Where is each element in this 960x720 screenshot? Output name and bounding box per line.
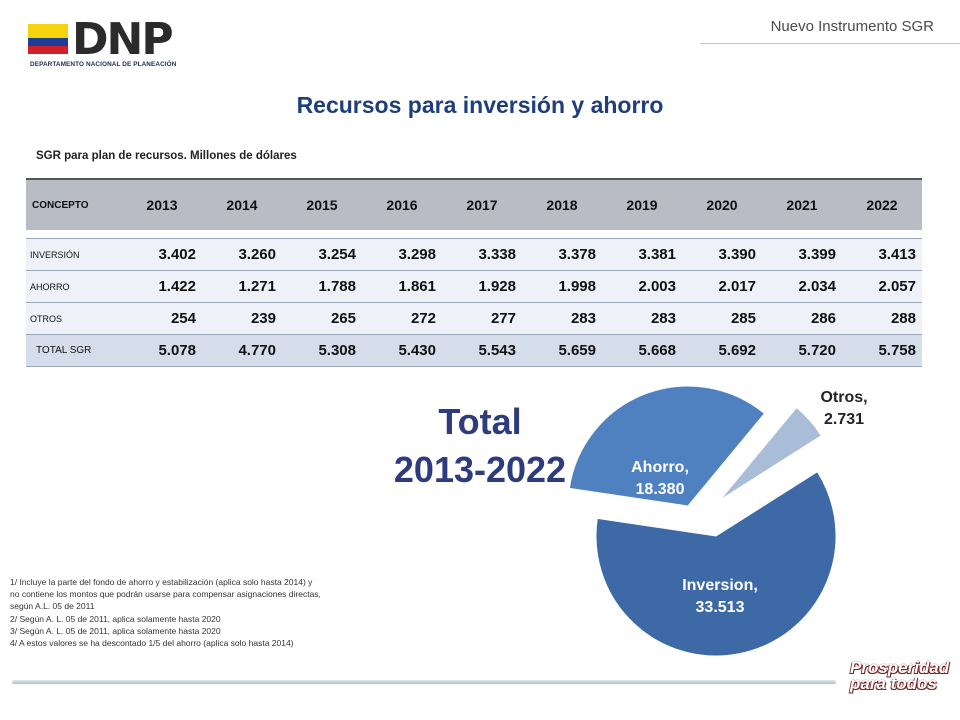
table-cell: 3.399 <box>762 238 842 271</box>
table-cell: 265 <box>282 302 362 335</box>
table-row-total: TOTAL SGR 5.078 4.770 5.308 5.430 5.543 … <box>26 334 922 367</box>
table-cell: 2.003 <box>602 270 682 303</box>
table-cell: 272 <box>362 302 442 335</box>
pie-chart: Inversion, 33.513 Ahorro, 18.380 Otros, 2.731 <box>568 385 868 657</box>
table-cell: 5.758 <box>842 334 922 367</box>
table-row-ahorro: AHORRO 1.422 1.271 1.788 1.861 1.928 1.9… <box>26 270 922 303</box>
table-cell: 1.422 <box>122 270 202 303</box>
table-cell: 2.057 <box>842 270 922 303</box>
prosperidad-logo: Prosperidad para todos <box>850 658 950 693</box>
column-header-year: 2022 <box>842 178 922 230</box>
pie-slice <box>568 385 766 507</box>
column-header-year: 2014 <box>202 178 282 230</box>
table-cell: 2.017 <box>682 270 762 303</box>
table-cell: 239 <box>202 302 282 335</box>
column-header-year: 2021 <box>762 178 842 230</box>
table-cell: 5.659 <box>522 334 602 367</box>
table-cell: 3.381 <box>602 238 682 271</box>
table-cell: 285 <box>682 302 762 335</box>
footnote-line: 4/ A estos valores se ha descontado 1/5 … <box>10 638 294 649</box>
total-period-label: Total 2013-2022 <box>380 398 580 494</box>
total-label-line1: Total <box>438 401 522 442</box>
table-cell: 1.998 <box>522 270 602 303</box>
row-label: OTROS <box>26 302 122 335</box>
table-cell: 1.861 <box>362 270 442 303</box>
table-cell: 277 <box>442 302 522 335</box>
table-cell: 5.668 <box>602 334 682 367</box>
data-table: CONCEPTO 2013 2014 2015 2016 2017 2018 2… <box>26 178 922 367</box>
row-label: AHORRO <box>26 270 122 303</box>
table-cell: 3.298 <box>362 238 442 271</box>
column-header-year: 2015 <box>282 178 362 230</box>
table-cell: 283 <box>522 302 602 335</box>
table-cell: 5.720 <box>762 334 842 367</box>
pie-slice-label: Otros, 2.731 <box>820 389 867 428</box>
slide-title: Recursos para inversión y ahorro <box>296 92 664 118</box>
column-header-year: 2019 <box>602 178 682 230</box>
table-cell: 5.430 <box>362 334 442 367</box>
pie-slice-label: Ahorro, 18.380 <box>631 459 689 498</box>
table-cell: 1.788 <box>282 270 362 303</box>
column-header-concept: CONCEPTO <box>26 178 122 230</box>
footnotes: 1/ Incluye la parte del fondo de ahorro … <box>10 576 430 649</box>
pie-slice <box>595 471 837 657</box>
table-cell: 288 <box>842 302 922 335</box>
table-subtitle: SGR para plan de recursos. Millones de d… <box>36 150 297 162</box>
table-cell: 5.078 <box>122 334 202 367</box>
table-cell: 1.928 <box>442 270 522 303</box>
table-row-inversion: INVERSIÓN 3.402 3.260 3.254 3.298 3.338 … <box>26 238 922 271</box>
table-cell: 1.271 <box>202 270 282 303</box>
footnote-line: 1/ Incluye la parte del fondo de ahorro … <box>10 577 313 587</box>
footnote-line: no contiene los montos que podrán usarse… <box>10 589 321 600</box>
table-cell: 3.254 <box>282 238 362 271</box>
table-cell: 254 <box>122 302 202 335</box>
table-row-otros: OTROS 254 239 265 272 277 283 283 285 28… <box>26 302 922 335</box>
header-divider <box>700 43 960 44</box>
slogan-line: Prosperidad <box>850 658 950 677</box>
table-cell: 3.390 <box>682 238 762 271</box>
table-cell: 3.378 <box>522 238 602 271</box>
pie-slice-label: Inversion, 33.513 <box>682 577 758 616</box>
table-cell: 3.402 <box>122 238 202 271</box>
table-cell: 5.692 <box>682 334 762 367</box>
column-header-year: 2016 <box>362 178 442 230</box>
dnp-logo: DNP DEPARTAMENTO NACIONAL DE PLANEACIÓN <box>28 14 188 72</box>
table-cell: 283 <box>602 302 682 335</box>
table-cell: 3.260 <box>202 238 282 271</box>
footnote-line: según A.L. 05 de 2011 <box>10 601 95 612</box>
slogan-line: para todos <box>850 674 937 693</box>
colombia-flag-icon <box>28 24 68 54</box>
footer-divider <box>12 680 836 684</box>
footnote-line: 3/ Según A. L. 05 de 2011, aplica solame… <box>10 625 221 636</box>
pie-slice <box>719 406 823 501</box>
table-cell: 286 <box>762 302 842 335</box>
row-label: INVERSIÓN <box>26 238 122 271</box>
header-label: Nuevo Instrumento SGR <box>770 18 934 35</box>
logo-text: DNP <box>72 14 174 65</box>
table-cell: 3.338 <box>442 238 522 271</box>
row-label: TOTAL SGR <box>26 334 122 367</box>
footnote-line: 2/ Según A. L. 05 de 2011, aplica solame… <box>10 613 221 624</box>
column-header-year: 2017 <box>442 178 522 230</box>
logo-subtitle: DEPARTAMENTO NACIONAL DE PLANEACIÓN <box>30 61 177 68</box>
table-cell: 4.770 <box>202 334 282 367</box>
total-label-line2: 2013-2022 <box>393 449 567 490</box>
table-cell: 5.543 <box>442 334 522 367</box>
table-cell: 3.413 <box>842 238 922 271</box>
table-cell: 5.308 <box>282 334 362 367</box>
table-header-row: CONCEPTO 2013 2014 2015 2016 2017 2018 2… <box>26 178 922 230</box>
column-header-year: 2020 <box>682 178 762 230</box>
column-header-year: 2018 <box>522 178 602 230</box>
column-header-year: 2013 <box>122 178 202 230</box>
table-cell: 2.034 <box>762 270 842 303</box>
